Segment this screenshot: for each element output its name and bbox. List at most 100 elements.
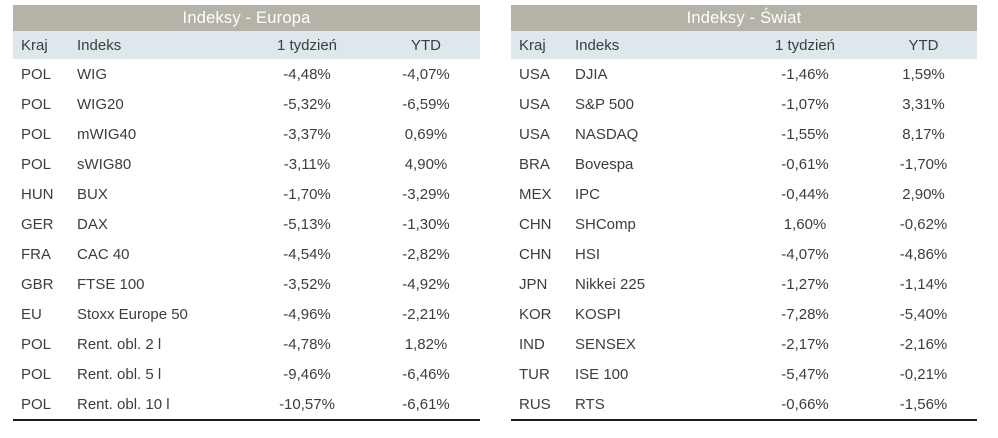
table-row: GER DAX -5,13% -1,30% [13,209,480,239]
ytd-change-cell: -4,86% [899,245,948,263]
country-cell: JPN [519,275,548,293]
table-row: USA DJIA -1,46% 1,59% [511,59,977,89]
table-row: CHN HSI -4,07% -4,86% [511,239,977,269]
country-cell: EU [21,305,42,323]
table-row: TUR ISE 100 -5,47% -0,21% [511,359,977,389]
table-row: JPN Nikkei 225 -1,27% -1,14% [511,269,977,299]
ytd-change-cell: -6,59% [402,95,450,113]
column-header: YTD [908,36,939,54]
table-indeksy-swiat: Indeksy - Świat Kraj Indeks 1 tydzień YTD U… [511,5,977,421]
table-row: USA NASDAQ -1,55% 8,17% [511,119,977,149]
country-cell: HUN [21,185,54,203]
country-cell: POL [21,365,52,383]
column-header: Indeks [575,36,620,54]
table-header-row: Kraj Indeks 1 tydzień YTD [511,31,977,59]
index-cell: Rent. obl. 5 l [77,365,162,383]
week-change-cell: -5,47% [781,365,829,383]
week-change-cell: -4,96% [283,305,331,323]
ytd-change-cell: 1,59% [902,65,945,83]
country-cell: POL [21,125,52,143]
ytd-change-cell: -2,21% [402,305,450,323]
table-row: POL WIG20 -5,32% -6,59% [13,89,480,119]
index-cell: NASDAQ [575,125,639,143]
ytd-change-cell: 1,82% [404,335,448,353]
country-cell: CHN [519,245,552,263]
index-cell: mWIG40 [77,125,137,143]
table-row: IND SENSEX -2,17% -2,16% [511,329,977,359]
table-row: POL Rent. obl. 10 l -10,57% -6,61% [13,389,480,419]
ytd-change-cell: -1,70% [899,155,948,173]
table-row: HUN BUX -1,70% -3,29% [13,179,480,209]
index-cell: ISE 100 [575,365,629,383]
table-title: Indeksy - Europa [13,5,480,31]
week-change-cell: -4,54% [283,245,331,263]
ytd-change-cell: -2,82% [402,245,450,263]
table-row: CHN SHComp 1,60% -0,62% [511,209,977,239]
index-cell: DAX [77,215,108,233]
ytd-change-cell: 8,17% [902,125,945,143]
week-change-cell: -0,66% [781,395,829,413]
index-cell: IPC [575,185,601,203]
week-change-cell: 1,60% [783,215,827,233]
table-row: RUS RTS -0,66% -1,56% [511,389,977,419]
country-cell: MEX [519,185,552,203]
week-change-cell: -1,70% [283,185,331,203]
week-change-cell: -5,13% [283,215,331,233]
country-cell: KOR [519,305,552,323]
table-row: POL Rent. obl. 5 l -9,46% -6,46% [13,359,480,389]
table-row: BRA Bovespa -0,61% -1,70% [511,149,977,179]
country-cell: POL [21,95,52,113]
index-cell: Nikkei 225 [575,275,646,293]
week-change-cell: -1,55% [781,125,829,143]
column-header: 1 tydzień [774,36,836,54]
ytd-change-cell: -4,92% [402,275,450,293]
column-header: Kraj [519,36,546,54]
ytd-change-cell: -5,40% [899,305,948,323]
table-body: POL WIG -4,48% -4,07% POL WIG20 -5,32% -6,59% PO… [13,59,480,421]
column-header: Indeks [77,36,122,54]
week-change-cell: -1,07% [781,95,829,113]
ytd-change-cell: -6,46% [402,365,450,383]
index-cell: Rent. obl. 2 l [77,335,162,353]
table-row: KOR KOSPI -7,28% -5,40% [511,299,977,329]
ytd-change-cell: -1,14% [899,275,948,293]
ytd-change-cell: 3,31% [902,95,945,113]
country-cell: GER [21,215,54,233]
ytd-change-cell: -0,21% [899,365,948,383]
index-cell: SHComp [575,215,636,233]
ytd-change-cell: -1,30% [402,215,450,233]
table-body: USA DJIA -1,46% 1,59% USA S&P 500 -1,07% 3,31% U… [511,59,977,421]
table-row: MEX IPC -0,44% 2,90% [511,179,977,209]
week-change-cell: -1,27% [781,275,829,293]
column-header: 1 tydzień [276,36,338,54]
index-cell: Bovespa [575,155,634,173]
week-change-cell: -7,28% [781,305,829,323]
country-cell: BRA [519,155,550,173]
ytd-change-cell: 2,90% [902,185,945,203]
table-row: FRA CAC 40 -4,54% -2,82% [13,239,480,269]
index-cell: DJIA [575,65,608,83]
week-change-cell: -2,17% [781,335,829,353]
country-cell: CHN [519,215,552,233]
week-change-cell: -4,48% [283,65,331,83]
index-cell: sWIG80 [77,155,132,173]
index-cell: BUX [77,185,108,203]
ytd-change-cell: 0,69% [404,125,448,143]
country-cell: POL [21,335,52,353]
week-change-cell: -10,57% [279,395,335,413]
table-row: POL WIG -4,48% -4,07% [13,59,480,89]
index-cell: KOSPI [575,305,621,323]
week-change-cell: -3,37% [283,125,331,143]
table-indeksy-europa: Indeksy - Europa Kraj Indeks 1 tydzień YTD … [13,5,480,421]
index-cell: HSI [575,245,601,263]
table-row: GBR FTSE 100 -3,52% -4,92% [13,269,480,299]
week-change-cell: -4,07% [781,245,829,263]
index-cell: Rent. obl. 10 l [77,395,170,413]
table-row: POL Rent. obl. 2 l -4,78% 1,82% [13,329,480,359]
ytd-change-cell: 4,90% [404,155,448,173]
ytd-change-cell: -3,29% [402,185,450,203]
index-cell: RTS [575,395,605,413]
ytd-change-cell: -0,62% [899,215,948,233]
index-cell: S&P 500 [575,95,634,113]
